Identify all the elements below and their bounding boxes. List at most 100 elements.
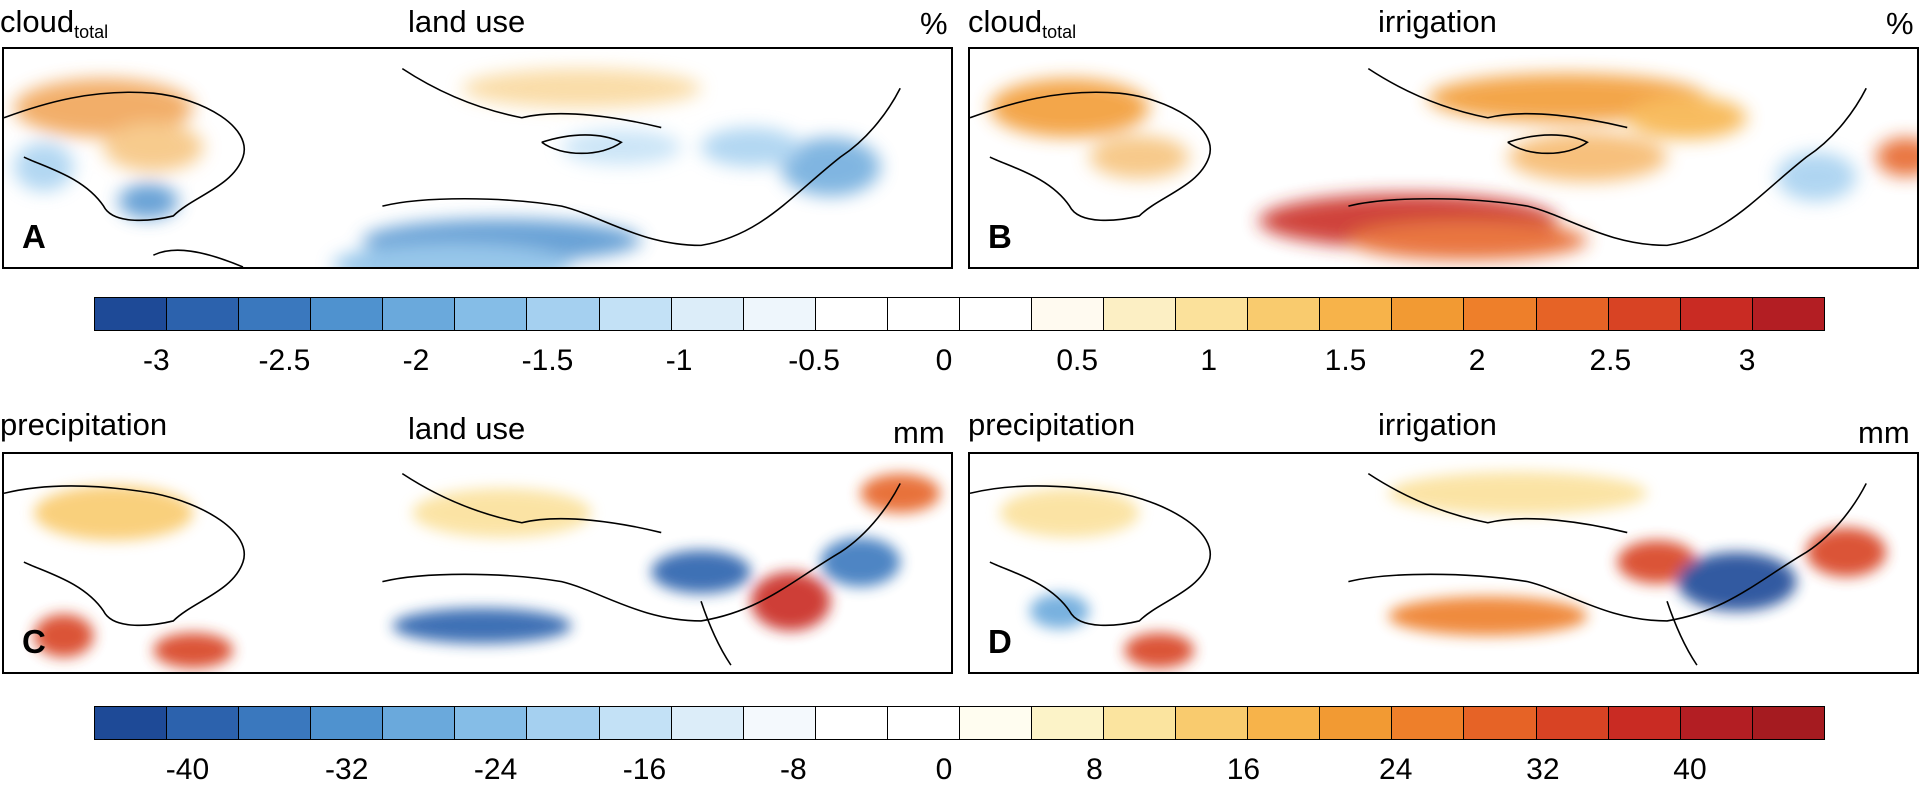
precipitation-colorbar-swatch xyxy=(1320,707,1393,739)
cloud-colorbar-swatch xyxy=(1104,298,1177,330)
panel-c-map-field xyxy=(4,472,941,669)
precipitation-colorbar-swatch xyxy=(887,707,960,739)
precipitation-colorbar-swatch xyxy=(959,707,1033,739)
panel-b-map: B xyxy=(968,47,1919,269)
cloud-colorbar-tick-label: 1 xyxy=(1200,344,1218,377)
panel-b-letter: B xyxy=(988,218,1012,255)
panel-a-variable-label: cloudtotal xyxy=(0,4,109,42)
precipitation-colorbar-tick-label: 32 xyxy=(1526,753,1560,786)
cloud-colorbar-tick-label: -3 xyxy=(142,344,170,377)
precipitation-colorbar-ticks: -40 -32 -24 -16 -8 0 8 16 24 32 40 xyxy=(94,755,1825,789)
panel-b-scenario-label: irrigation xyxy=(1378,4,1497,39)
panel-a-scenario-label: land use xyxy=(408,4,526,39)
panel-a-letter: A xyxy=(22,218,46,255)
precipitation-colorbar-swatch xyxy=(383,707,456,739)
cloud-colorbar-swatch xyxy=(1176,298,1249,330)
cloud-colorbar-tick-label: -1 xyxy=(665,344,693,377)
precipitation-colorbar-swatch xyxy=(1608,707,1681,739)
panel-a-map: A xyxy=(2,47,953,269)
precipitation-colorbar-tick-label: 40 xyxy=(1673,753,1707,786)
precipitation-colorbar-swatch xyxy=(815,707,888,739)
panel-a-map-field xyxy=(4,67,901,267)
precipitation-colorbar-swatch xyxy=(1104,707,1177,739)
cloud-colorbar-swatch xyxy=(743,298,816,330)
precipitation-colorbar-tick-label: 0 xyxy=(935,753,953,786)
cloud-colorbar-swatch xyxy=(1320,298,1393,330)
precipitation-colorbar-swatch xyxy=(1464,707,1537,739)
panel-b-variable-label: cloudtotal xyxy=(968,4,1077,42)
cloud-colorbar-swatch xyxy=(1248,298,1321,330)
cloud-colorbar-tick-label: -2 xyxy=(402,344,430,377)
precipitation-colorbar-tick-label: 16 xyxy=(1226,753,1261,786)
panel-c-unit-label: mm xyxy=(893,415,945,450)
cloud-colorbar-swatch xyxy=(887,298,960,330)
cloud-colorbar-tick-label: -0.5 xyxy=(788,344,840,377)
panel-c-map: C xyxy=(2,452,953,674)
precipitation-colorbar-swatch xyxy=(1176,707,1249,739)
cloud-colorbar-swatch xyxy=(671,298,744,330)
panel-d-unit-label: mm xyxy=(1858,415,1910,450)
precipitation-colorbar-swatch xyxy=(1392,707,1465,739)
panel-a-unit-label: % xyxy=(920,6,948,41)
panel-d-map-field xyxy=(970,471,1887,669)
cloud-colorbar-swatch xyxy=(95,298,168,330)
cloud-colorbar-swatch xyxy=(1392,298,1465,330)
cloud-colorbar-swatch xyxy=(1032,298,1105,330)
cloud-colorbar-swatch xyxy=(1752,298,1824,330)
precipitation-colorbar-tick-label: -16 xyxy=(622,753,667,786)
precipitation-colorbar-tick-label: 8 xyxy=(1086,753,1103,786)
precipitation-colorbar-swatch xyxy=(671,707,744,739)
cloud-colorbar-tick-label: 0 xyxy=(935,344,953,377)
panel-d-letter: D xyxy=(988,623,1012,660)
precipitation-colorbar-tick-label: 24 xyxy=(1379,753,1413,786)
panel-d-variable-label: precipitation xyxy=(968,407,1136,442)
panel-c-scenario-label: land use xyxy=(408,411,526,446)
precipitation-colorbar-swatch xyxy=(527,707,600,739)
cloud-colorbar-ticks: -3 -2.5 -2 -1.5 -1 -0.5 0 0.5 1 1.5 2 2.5 3 xyxy=(94,346,1825,380)
cloud-colorbar-swatch xyxy=(527,298,600,330)
cloud-colorbar-swatch xyxy=(599,298,672,330)
panel-c-letter: C xyxy=(22,623,46,660)
cloud-colorbar-tick-label: 0.5 xyxy=(1056,344,1099,377)
precipitation-colorbar xyxy=(94,706,1825,740)
cloud-colorbar-tick-label: 3 xyxy=(1738,344,1756,377)
precipitation-colorbar-swatch xyxy=(1680,707,1753,739)
cloud-colorbar-swatch xyxy=(455,298,528,330)
panel-b-unit-label: % xyxy=(1886,6,1914,41)
precipitation-colorbar-swatch xyxy=(1536,707,1609,739)
cloud-colorbar-tick-label: -2.5 xyxy=(258,344,311,377)
precipitation-colorbar-swatch xyxy=(1032,707,1105,739)
cloud-colorbar-swatch xyxy=(1680,298,1753,330)
panel-b-map-field xyxy=(970,67,1917,261)
precipitation-colorbar-swatch xyxy=(1248,707,1321,739)
precipitation-colorbar-swatch xyxy=(599,707,672,739)
precipitation-colorbar-swatch xyxy=(95,707,168,739)
cloud-colorbar-swatch xyxy=(815,298,888,330)
cloud-colorbar-tick-label: 2.5 xyxy=(1589,344,1632,377)
panel-d-scenario-label: irrigation xyxy=(1378,407,1497,442)
cloud-colorbar xyxy=(94,297,1825,331)
cloud-colorbar-tick-label: -1.5 xyxy=(521,344,574,377)
cloud-colorbar-swatch xyxy=(959,298,1033,330)
precipitation-colorbar-swatch xyxy=(167,707,240,739)
cloud-colorbar-swatch xyxy=(311,298,384,330)
cloud-colorbar-swatch xyxy=(383,298,456,330)
cloud-colorbar-swatch xyxy=(1536,298,1609,330)
cloud-colorbar-swatch xyxy=(167,298,240,330)
cloud-colorbar-tick-label: 2 xyxy=(1468,344,1486,377)
panel-d-map: D xyxy=(968,452,1919,674)
precipitation-colorbar-tick-label: -32 xyxy=(325,753,369,786)
cloud-colorbar-swatch xyxy=(1608,298,1681,330)
precipitation-colorbar-swatch xyxy=(1752,707,1824,739)
precipitation-colorbar-swatch xyxy=(239,707,312,739)
precipitation-colorbar-swatch xyxy=(743,707,816,739)
precipitation-colorbar-tick-label: -24 xyxy=(473,753,518,786)
precipitation-colorbar-swatch xyxy=(311,707,384,739)
precipitation-colorbar-tick-label: -8 xyxy=(779,753,807,786)
panel-c-variable-label: precipitation xyxy=(0,407,168,442)
precipitation-colorbar-tick-label: -40 xyxy=(165,753,210,786)
cloud-colorbar-swatch xyxy=(239,298,312,330)
cloud-colorbar-tick-label: 1.5 xyxy=(1324,344,1367,377)
cloud-colorbar-swatch xyxy=(1464,298,1537,330)
precipitation-colorbar-swatch xyxy=(455,707,528,739)
